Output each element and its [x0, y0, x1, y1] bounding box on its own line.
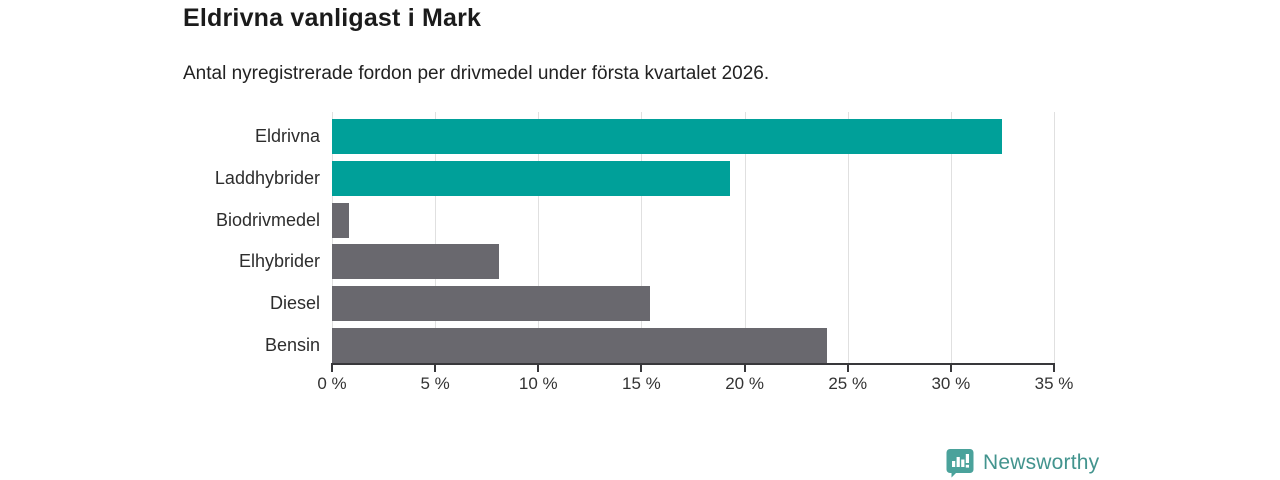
bar-diesel [332, 286, 650, 322]
newsworthy-brand-text: Newsworthy [983, 450, 1100, 474]
chart-title: Eldrivna vanligast i Mark [183, 4, 482, 32]
category-label-eldrivna: Eldrivna [254, 125, 320, 146]
x-axis-tick-label: 15 % [622, 374, 661, 393]
x-axis-tick [1053, 365, 1055, 372]
x-axis-tick [537, 365, 540, 372]
x-axis-tick [640, 365, 643, 372]
gridline [538, 112, 540, 363]
category-label-elhybrider: Elhybrider [238, 251, 320, 272]
bar-eldrivna [332, 118, 1003, 154]
x-axis-tick-label: 20 % [725, 374, 764, 393]
x-axis-tick-label: 5 % [420, 374, 450, 393]
x-axis-tick [743, 365, 746, 372]
x-axis-tick [949, 365, 952, 372]
category-label-bensin: Bensin [264, 335, 320, 355]
gridline [435, 112, 437, 363]
chart-subtitle: Antal nyregistrerade fordon per drivmede… [183, 63, 770, 84]
category-label-diesel: Diesel [269, 293, 320, 314]
x-axis-tick-label: 35 % [1034, 374, 1074, 393]
x-axis-tick-label: 25 % [828, 374, 868, 393]
bar-chart-speech-bubble-icon [945, 447, 975, 478]
x-axis-line [331, 363, 1055, 365]
gridline [744, 112, 746, 363]
gridline [332, 112, 333, 363]
bar-bensin [332, 328, 828, 363]
category-label-laddhybrider: Laddhybrider [214, 167, 320, 188]
gridline [641, 112, 643, 363]
x-axis-tick-label: 10 % [518, 374, 558, 393]
gridline [847, 112, 849, 363]
bar-laddhybrider [332, 160, 731, 196]
gridline [950, 112, 952, 363]
bar-elhybrider [332, 244, 500, 280]
x-axis-tick [331, 365, 333, 372]
bar-biodrivmedel [332, 202, 349, 238]
x-axis-tick [434, 365, 437, 372]
gridline [1054, 112, 1055, 363]
x-axis-tick-label: 0 % [317, 374, 347, 393]
x-axis-tick [846, 365, 849, 372]
category-label-biodrivmedel: Biodrivmedel [215, 209, 320, 230]
newsworthy-logo: Newsworthy [945, 447, 1099, 478]
x-axis-tick-label: 30 % [931, 374, 971, 393]
